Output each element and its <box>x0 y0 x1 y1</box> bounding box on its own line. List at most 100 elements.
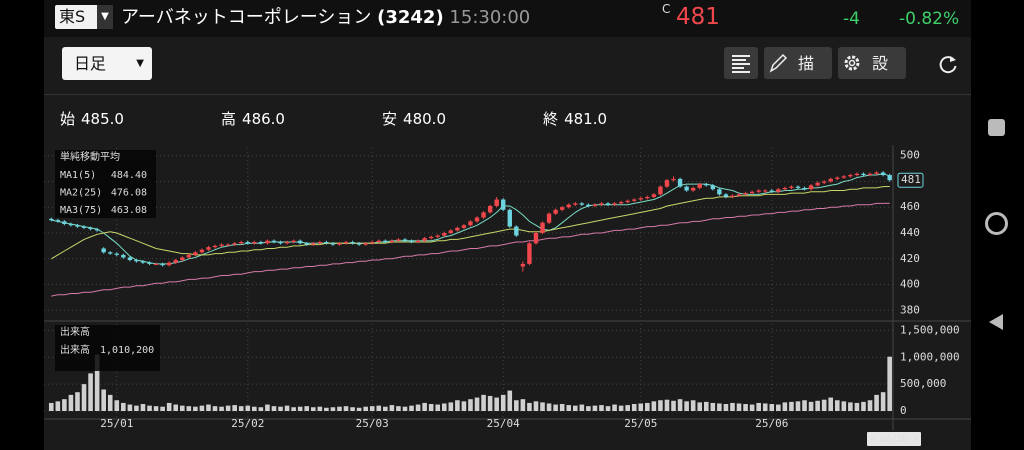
volume-bar <box>468 399 473 411</box>
volume-bar <box>107 394 113 411</box>
period-select[interactable]: 日足 ▼ <box>62 47 152 80</box>
volume-bar <box>854 402 860 411</box>
ma-legend-name: MA1(5) <box>60 170 96 181</box>
volume-bar <box>867 400 873 411</box>
candle-body <box>880 172 886 176</box>
candle-body <box>573 203 578 205</box>
volume-bar <box>487 395 493 411</box>
volume-bar <box>448 402 454 411</box>
candle-body <box>271 240 277 243</box>
volume-bar <box>310 407 316 411</box>
back-button[interactable] <box>987 312 1005 332</box>
exchange-select[interactable]: 東S ▼ <box>55 5 113 29</box>
volume-bar <box>743 404 748 411</box>
settings-label: 設定 <box>872 54 893 73</box>
volume-bar <box>880 392 886 411</box>
candle-body <box>835 177 840 179</box>
y-tick-label: 400 <box>900 278 920 291</box>
candle-body <box>442 233 447 236</box>
settings-button[interactable]: 設定 <box>838 47 906 79</box>
volume-bar <box>389 405 395 411</box>
volume-bar <box>690 400 696 411</box>
volume-bar <box>612 404 617 411</box>
volume-bar <box>821 399 827 411</box>
volume-bar <box>396 406 401 411</box>
dropdown-arrow: ▼ <box>136 58 144 69</box>
volume-bar <box>887 356 892 411</box>
recents-button[interactable] <box>988 119 1005 136</box>
volume-bar <box>566 405 572 411</box>
volume-bar <box>559 404 565 411</box>
candle-body <box>297 240 303 244</box>
volume-bar <box>127 404 133 411</box>
volume-bar <box>75 392 80 411</box>
candle-body <box>206 247 211 250</box>
volume-bar <box>317 406 323 411</box>
candle-body <box>62 221 67 224</box>
volume-tick-label: 500,000 <box>900 377 946 390</box>
volume-bar <box>553 404 558 411</box>
candle-body <box>874 172 879 174</box>
candle-body <box>618 202 624 204</box>
volume-bar <box>572 405 578 411</box>
candle-body <box>101 248 106 253</box>
volume-bar <box>147 405 152 411</box>
refresh-button[interactable] <box>935 51 961 77</box>
candle-body <box>396 239 401 241</box>
candle-body <box>821 181 827 183</box>
volume-bar <box>232 405 237 411</box>
candle-body <box>88 227 93 230</box>
candle-body <box>501 199 506 210</box>
volume-bar <box>278 406 283 411</box>
volume-tick-label: 1,500,000 <box>900 323 960 336</box>
candle-body <box>225 244 231 246</box>
candle-body <box>311 243 316 245</box>
volume-bar <box>723 404 729 411</box>
volume-bar <box>101 389 106 411</box>
candle-body <box>389 240 395 243</box>
volume-bar <box>789 401 794 411</box>
volume-legend-name: 出来高 <box>60 343 90 356</box>
candle-body <box>121 254 126 258</box>
volume-bar <box>599 405 604 411</box>
volume-bar <box>179 405 185 411</box>
volume-bar <box>514 400 519 411</box>
volume-bar <box>651 401 657 411</box>
volume-bar <box>402 406 408 411</box>
ohlc-label: 高 <box>221 110 237 128</box>
candle-body <box>212 245 218 248</box>
draw-button[interactable]: 描画 <box>764 47 832 79</box>
ohlc-value: 481.0 <box>564 110 608 128</box>
candle-body <box>730 195 735 197</box>
volume-legend-box <box>55 325 160 371</box>
candle-body <box>717 189 722 195</box>
candle-body <box>658 186 663 195</box>
volume-bar <box>828 397 834 411</box>
dropdown-arrow: ▼ <box>97 5 113 29</box>
home-button[interactable] <box>985 212 1008 235</box>
indicator-button[interactable] <box>724 47 758 79</box>
candle-body <box>625 200 630 203</box>
candle-body <box>232 243 237 245</box>
volume-bar <box>324 407 329 411</box>
ma-line <box>51 173 890 265</box>
cursor-box <box>867 432 921 446</box>
candle-body <box>68 223 74 226</box>
volume-bar <box>808 401 814 411</box>
volume-bar <box>586 406 591 411</box>
candle-body <box>415 240 421 243</box>
volume-bar <box>337 406 342 411</box>
candle-body <box>514 226 519 236</box>
candle-body <box>736 194 742 196</box>
candle-body <box>776 189 781 192</box>
candle-body <box>49 218 54 221</box>
volume-bar <box>795 401 801 411</box>
candle-body <box>219 244 224 246</box>
ma-legend-box <box>55 150 156 218</box>
price-prefix: C <box>662 2 671 16</box>
volume-bar <box>212 406 218 411</box>
y-tick-label: 380 <box>900 303 920 316</box>
candle-body <box>468 221 473 226</box>
candle-body <box>769 190 774 192</box>
